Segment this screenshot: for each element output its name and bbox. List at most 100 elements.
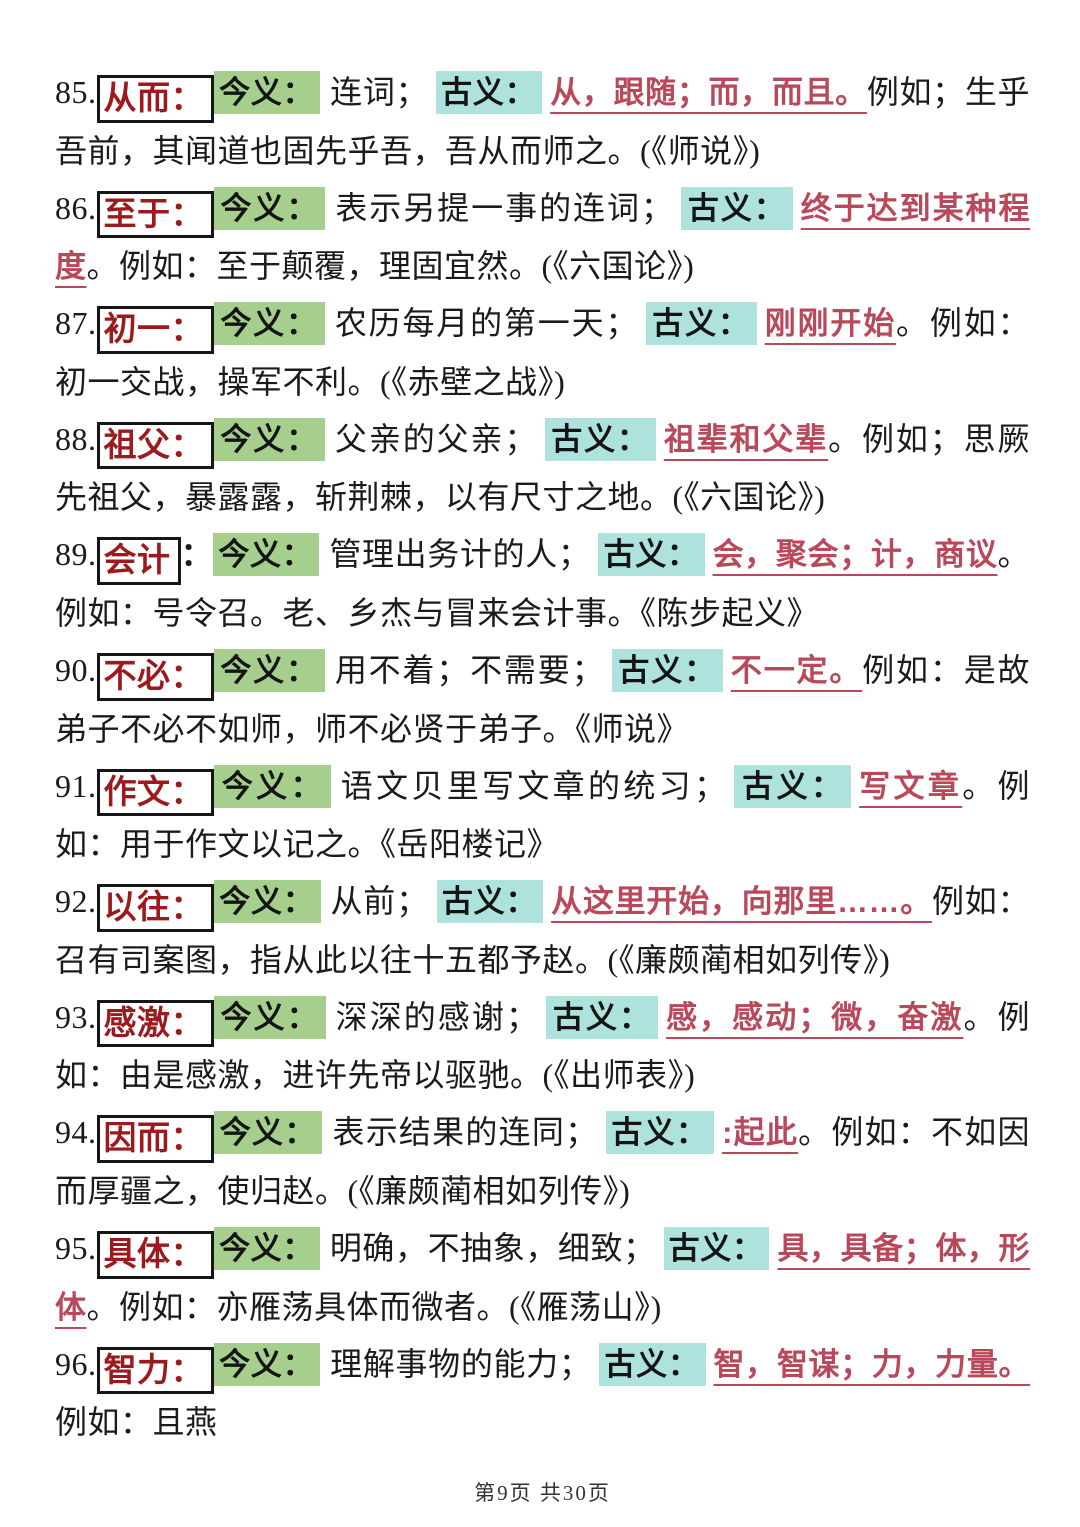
- modern-meaning-label: 今义：: [214, 880, 321, 924]
- term-box: 从而：: [96, 75, 214, 123]
- ancient-meaning-text: 不一定。: [730, 652, 863, 688]
- modern-meaning-text: 明确，不抽象，细致；: [329, 1229, 656, 1266]
- glossary-entry: 95. 具体： 今义： 明确，不抽象，细致； 古义： 具，具备；体，形体。例如：亦雁荡具体…: [55, 1220, 1030, 1336]
- entry-number: 87.: [55, 305, 97, 342]
- entry-number: 86.: [55, 189, 97, 226]
- term-box: 因而：: [96, 1115, 214, 1163]
- modern-meaning-text: 连词；: [330, 74, 429, 110]
- example-text: 。例如：由是感激，进许先帝以驱驰。(《出师表》): [55, 998, 1030, 1094]
- glossary-entry: 91. 作文： 今义： 语文贝里写文章的统习； 古义： 写文章。例如：用于作文以记之。《岳…: [55, 758, 1030, 874]
- entry-number: 91.: [55, 767, 97, 804]
- glossary-entry: 96. 智力： 今义： 理解事物的能力； 古义： 智，智谋；力，力量。例如：且燕: [55, 1336, 1030, 1452]
- entry-number: 85.: [55, 74, 97, 110]
- term-box: 至于：: [96, 190, 214, 239]
- modern-meaning-text: 用不着；不需要；: [334, 651, 605, 688]
- page-footer: 第9页 共30页: [474, 1481, 611, 1506]
- example-text: 。例如：用于作文以记之。《岳阳楼记》: [55, 767, 1031, 863]
- modern-meaning-text: 语文贝里写文章的统习；: [340, 767, 727, 804]
- ancient-meaning-label: 古义：: [436, 880, 544, 924]
- term-box: 智力：: [96, 1346, 214, 1395]
- glossary-entry: 89. 会计：今义： 管理出务计的人； 古义： 会，聚会；计，商议。例如：号令召。老、乡…: [55, 526, 1030, 642]
- modern-meaning-label: 今义：: [214, 1111, 323, 1155]
- ancient-meaning-text: 从，跟随；而，而且。: [550, 75, 867, 110]
- modern-meaning-text: 表示结果的连同；: [332, 1114, 598, 1151]
- ancient-meaning-text: 从这里开始，向那里……。: [551, 884, 932, 920]
- term-box: 初一：: [96, 306, 214, 354]
- entry-number: 96.: [55, 1345, 97, 1382]
- entry-number: 89.: [55, 536, 97, 573]
- glossary-entry: 90. 不必： 今义： 用不着；不需要； 古义： 不一定。例如：是故弟子不必不如师，师不必…: [55, 642, 1030, 758]
- entry-number: 92.: [55, 883, 97, 920]
- modern-meaning-text: 表示另提一事的连词；: [335, 189, 674, 226]
- modern-meaning-label: 今义：: [213, 533, 320, 577]
- term-box: 祖父：: [96, 421, 214, 470]
- ancient-meaning-text: 感，感动；微，奋激: [666, 999, 964, 1035]
- example-text: 例如：且燕: [55, 1404, 218, 1441]
- modern-meaning-label: 今义：: [214, 1226, 320, 1270]
- ancient-meaning-text: 祖辈和父辈: [663, 421, 829, 457]
- entry-number: 95.: [55, 1229, 97, 1266]
- modern-meaning-text: 农历每月的第一天；: [334, 305, 638, 342]
- ancient-meaning-text: 智，智谋；力，力量。: [713, 1346, 1031, 1382]
- modern-meaning-label: 今义：: [214, 186, 326, 230]
- ancient-meaning-text: 刚刚开始: [764, 306, 897, 342]
- term-box: 作文：: [96, 768, 214, 817]
- example-text: 。例如：不如因而厚疆之，使归赵。(《廉颇蔺相如列传》): [55, 1114, 1031, 1209]
- term-box: 以往：: [96, 884, 214, 932]
- ancient-meaning-text: 具，具备；体，形体: [55, 1230, 1031, 1325]
- ancient-meaning-label: 古义：: [599, 1342, 706, 1386]
- glossary-entry: 92. 以往： 今义： 从前； 古义： 从这里开始，向那里……。例如：召有司案图，指从此以…: [55, 873, 1030, 989]
- entry-number: 88.: [55, 420, 97, 457]
- modern-meaning-label: 今义：: [214, 764, 331, 808]
- example-text: 。例如：初一交战，操军不利。(《赤壁之战》): [55, 305, 1031, 400]
- ancient-meaning-label: 古义：: [436, 71, 543, 114]
- glossary-entry: 85. 从而： 今义： 连词； 古义： 从，跟随；而，而且。例如；生乎吾前，其闻道也固先乎…: [55, 64, 1030, 180]
- glossary-entry: 94. 因而： 今义： 表示结果的连同； 古义：:起此。例如：不如因而厚疆之，使归赵。(…: [55, 1104, 1030, 1220]
- entry-number: 93.: [55, 998, 97, 1035]
- example-text: 例如：是故弟子不必不如师，师不必贤于弟子。《师说》: [55, 651, 1031, 747]
- entries-list: 85. 从而： 今义： 连词； 古义： 从，跟随；而，而且。例如；生乎吾前，其闻道也固先乎…: [55, 64, 1030, 1451]
- ancient-meaning-label: 古义：: [612, 648, 723, 692]
- modern-meaning-label: 今义：: [214, 71, 321, 114]
- ancient-meaning-text: 终于达到某种程度: [55, 190, 1030, 285]
- example-text: 例如；生乎吾前，其闻道也固先乎吾，吾从而师之。(《师说》): [55, 74, 1031, 169]
- ancient-meaning-label: 古义：: [681, 186, 793, 230]
- example-text: 例如：召有司案图，指从此以往十五都予赵。(《廉颇蔺相如列传》): [55, 883, 1031, 978]
- ancient-meaning-text: :起此: [722, 1115, 799, 1151]
- ancient-meaning-label: 古义：: [598, 533, 705, 577]
- ancient-meaning-text: 写文章: [859, 768, 963, 804]
- entry-number: 94.: [55, 1114, 97, 1151]
- modern-meaning-text: 理解事物的能力；: [330, 1345, 592, 1382]
- glossary-entry: 86. 至于： 今义： 表示另提一事的连词； 古义： 终于达到某种程度。例如：至于颠覆，理…: [55, 180, 1030, 296]
- modern-meaning-label: 今义：: [214, 648, 325, 692]
- glossary-entry: 87. 初一： 今义： 农历每月的第一天； 古义： 刚刚开始。例如：初一交战，操军不利。(…: [55, 295, 1030, 411]
- example-text: 。例如：亦雁荡具体而微者。(《雁荡山》): [86, 1288, 662, 1325]
- term-colon: ：: [180, 536, 214, 573]
- modern-meaning-label: 今义：: [214, 995, 326, 1039]
- term-box: 具体：: [96, 1230, 214, 1279]
- example-text: 。例如：号令召。老、乡杰与冒来会计事。《陈步起义》: [55, 536, 1031, 631]
- ancient-meaning-label: 古义：: [544, 417, 656, 461]
- term-box: 会计: [96, 537, 181, 585]
- modern-meaning-label: 今义：: [214, 1342, 321, 1386]
- ancient-meaning-label: 古义：: [546, 995, 659, 1039]
- example-text: 。例如：至于颠覆，理固宜然。(《六国论》): [86, 248, 695, 285]
- glossary-entry: 88. 祖父： 今义： 父亲的父亲； 古义： 祖辈和父辈。例如；思厥先祖父，暴露露，斩荆棘…: [55, 411, 1030, 527]
- modern-meaning-label: 今义：: [214, 302, 325, 346]
- term-box: 感激：: [96, 999, 214, 1048]
- modern-meaning-text: 深深的感谢；: [335, 998, 539, 1035]
- example-text: 。例如；思厥先祖父，暴露露，斩荆棘，以有尺寸之地。(《六国论》): [55, 420, 1030, 516]
- term-box: 不必：: [96, 652, 214, 701]
- glossary-entry: 93. 感激： 今义： 深深的感谢； 古义： 感，感动；微，奋激。例如：由是感激，进许先帝…: [55, 989, 1030, 1105]
- ancient-meaning-label: 古义：: [645, 302, 757, 346]
- modern-meaning-text: 父亲的父亲；: [334, 420, 537, 457]
- modern-meaning-label: 今义：: [214, 417, 325, 461]
- modern-meaning-text: 从前；: [330, 883, 429, 920]
- ancient-meaning-label: 古义：: [663, 1226, 770, 1270]
- modern-meaning-text: 管理出务计的人；: [329, 536, 591, 573]
- ancient-meaning-label: 古义：: [605, 1111, 715, 1155]
- ancient-meaning-text: 会，聚会；计，商议: [712, 537, 998, 573]
- ancient-meaning-label: 古义：: [734, 764, 852, 808]
- entry-number: 90.: [55, 651, 97, 688]
